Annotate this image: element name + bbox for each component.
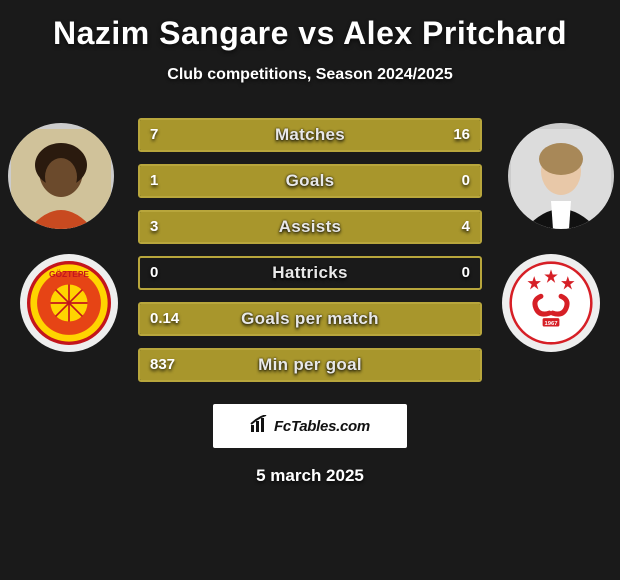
stat-label: Goals [140, 166, 480, 196]
stat-row: 34Assists [138, 210, 482, 244]
date-label: 5 march 2025 [0, 466, 620, 486]
stats-area: 716Matches 10Goals 34Assists 00Hattricks 0.1… [0, 118, 620, 394]
branding-text: FcTables.com [274, 418, 370, 435]
chart-icon [250, 415, 270, 438]
stat-row: 00Hattricks [138, 256, 482, 290]
footer-area: FcTables.com 5 march 2025 [0, 394, 620, 486]
stat-row: 837Min per goal [138, 348, 482, 382]
stat-row: 10Goals [138, 164, 482, 198]
stat-label: Assists [140, 212, 480, 242]
stat-label: Goals per match [140, 304, 480, 334]
page-title: Nazim Sangare vs Alex Pritchard [0, 15, 620, 52]
stat-row: 716Matches [138, 118, 482, 152]
stat-label: Hattricks [140, 258, 480, 288]
page-subtitle: Club competitions, Season 2024/2025 [0, 66, 620, 84]
stat-label: Min per goal [140, 350, 480, 380]
comparison-card: Nazim Sangare vs Alex Pritchard Club com… [0, 0, 620, 580]
branding-badge: FcTables.com [213, 404, 407, 448]
stat-label: Matches [140, 120, 480, 150]
stat-row: 0.14Goals per match [138, 302, 482, 336]
